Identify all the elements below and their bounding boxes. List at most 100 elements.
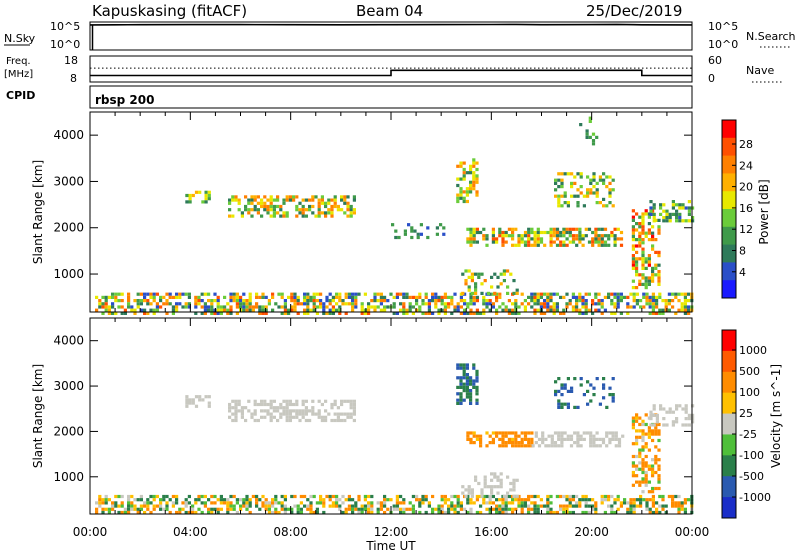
echo-cell: [568, 234, 572, 238]
echo-cell: [641, 438, 645, 443]
echo-cell: [514, 302, 518, 306]
echo-cell: [352, 211, 356, 215]
y-tick-label: 2000: [53, 424, 84, 438]
echo-cell: [573, 181, 577, 185]
echo-cell: [616, 237, 620, 241]
echo-cell: [346, 208, 350, 212]
echo-cell: [651, 458, 655, 462]
echo-cell: [657, 448, 661, 452]
echo-cell: [349, 211, 353, 215]
time-tick-label: 12:00: [374, 525, 409, 539]
echo-cell: [322, 311, 326, 315]
echo-cell: [675, 203, 679, 207]
echo-cell: [165, 302, 169, 306]
echo-cell: [466, 494, 470, 499]
echo-cell: [482, 295, 486, 299]
echo-cell: [687, 423, 691, 427]
echo-cell: [626, 501, 630, 505]
echo-cell: [389, 292, 393, 296]
echo-cell: [338, 292, 342, 296]
echo-cell: [642, 295, 646, 299]
echo-cell: [322, 510, 326, 515]
echo-cell: [351, 498, 355, 502]
echo-cell: [687, 212, 691, 216]
echo-cell: [114, 299, 118, 303]
echo-cell: [498, 230, 502, 235]
echo-cell: [466, 498, 470, 502]
echo-cell: [130, 305, 134, 309]
echo-cell: [536, 302, 540, 306]
echo-cell: [437, 308, 441, 312]
echo-cell: [575, 302, 579, 306]
echo-cell: [488, 292, 492, 296]
echo-cell: [159, 299, 163, 303]
echo-cell: [664, 510, 668, 515]
echo-cell: [351, 507, 355, 511]
echo-cell: [328, 299, 332, 303]
echo-cell: [245, 504, 249, 508]
echo-cell: [461, 272, 465, 276]
echo-cell: [426, 226, 430, 230]
echo-cell: [562, 240, 566, 244]
echo-cell: [651, 299, 655, 303]
echo-cell: [399, 308, 403, 312]
echo-cell: [216, 311, 220, 315]
echo-cell: [635, 498, 639, 502]
echo-cell: [498, 444, 502, 448]
echo-cell: [496, 475, 500, 479]
echo-cell: [579, 185, 583, 189]
echo-cell: [638, 215, 642, 219]
echo-cell: [463, 299, 467, 303]
echo-cell: [280, 501, 284, 505]
echo-cell: [595, 191, 599, 195]
echo-cell: [591, 142, 596, 146]
echo-cell: [472, 295, 476, 299]
echo-cell: [162, 498, 166, 502]
echo-cell: [641, 222, 645, 226]
echo-cell: [588, 135, 592, 139]
echo-cell: [566, 402, 570, 406]
echo-cell: [657, 225, 661, 229]
echo-cell: [431, 507, 435, 511]
echo-cell: [495, 504, 499, 508]
echo-cell: [600, 299, 604, 303]
echo-cell: [665, 423, 669, 427]
echo-cell: [463, 302, 467, 306]
echo-cell: [533, 308, 537, 312]
echo-cell: [586, 194, 590, 198]
echo-cell: [472, 237, 476, 241]
echo-cell: [659, 203, 663, 207]
echo-cell: [395, 501, 399, 505]
echo-cell: [568, 240, 572, 244]
echo-cell: [269, 399, 273, 403]
echo-cell: [194, 395, 199, 399]
echo-cell: [566, 172, 570, 176]
echo-cell: [330, 214, 334, 218]
echo-cell: [408, 507, 412, 511]
echo-cell: [502, 272, 506, 276]
echo-cell: [285, 195, 289, 199]
echo-cell: [523, 308, 527, 312]
echo-cell: [641, 263, 645, 267]
echo-cell: [555, 237, 560, 241]
echo-cell: [472, 161, 476, 165]
echo-cell: [308, 409, 312, 413]
echo-cell: [340, 418, 344, 423]
echo-cell: [600, 237, 604, 241]
echo-cell: [165, 507, 169, 511]
echo-cell: [598, 402, 602, 406]
echo-cell: [194, 295, 198, 299]
echo-cell: [319, 299, 323, 303]
echo-cell: [333, 402, 337, 407]
echo-cell: [611, 178, 615, 182]
echo-cell: [149, 295, 153, 299]
echo-cell: [662, 209, 666, 213]
echo-cell: [354, 507, 358, 511]
echo-cell: [330, 204, 334, 209]
echo-cell: [271, 295, 275, 299]
echo-cell: [272, 409, 276, 413]
echo-cell: [565, 243, 569, 247]
echo-cell: [592, 434, 596, 438]
nave-right-label: Nave: [746, 64, 774, 77]
echo-cell: [474, 291, 478, 295]
